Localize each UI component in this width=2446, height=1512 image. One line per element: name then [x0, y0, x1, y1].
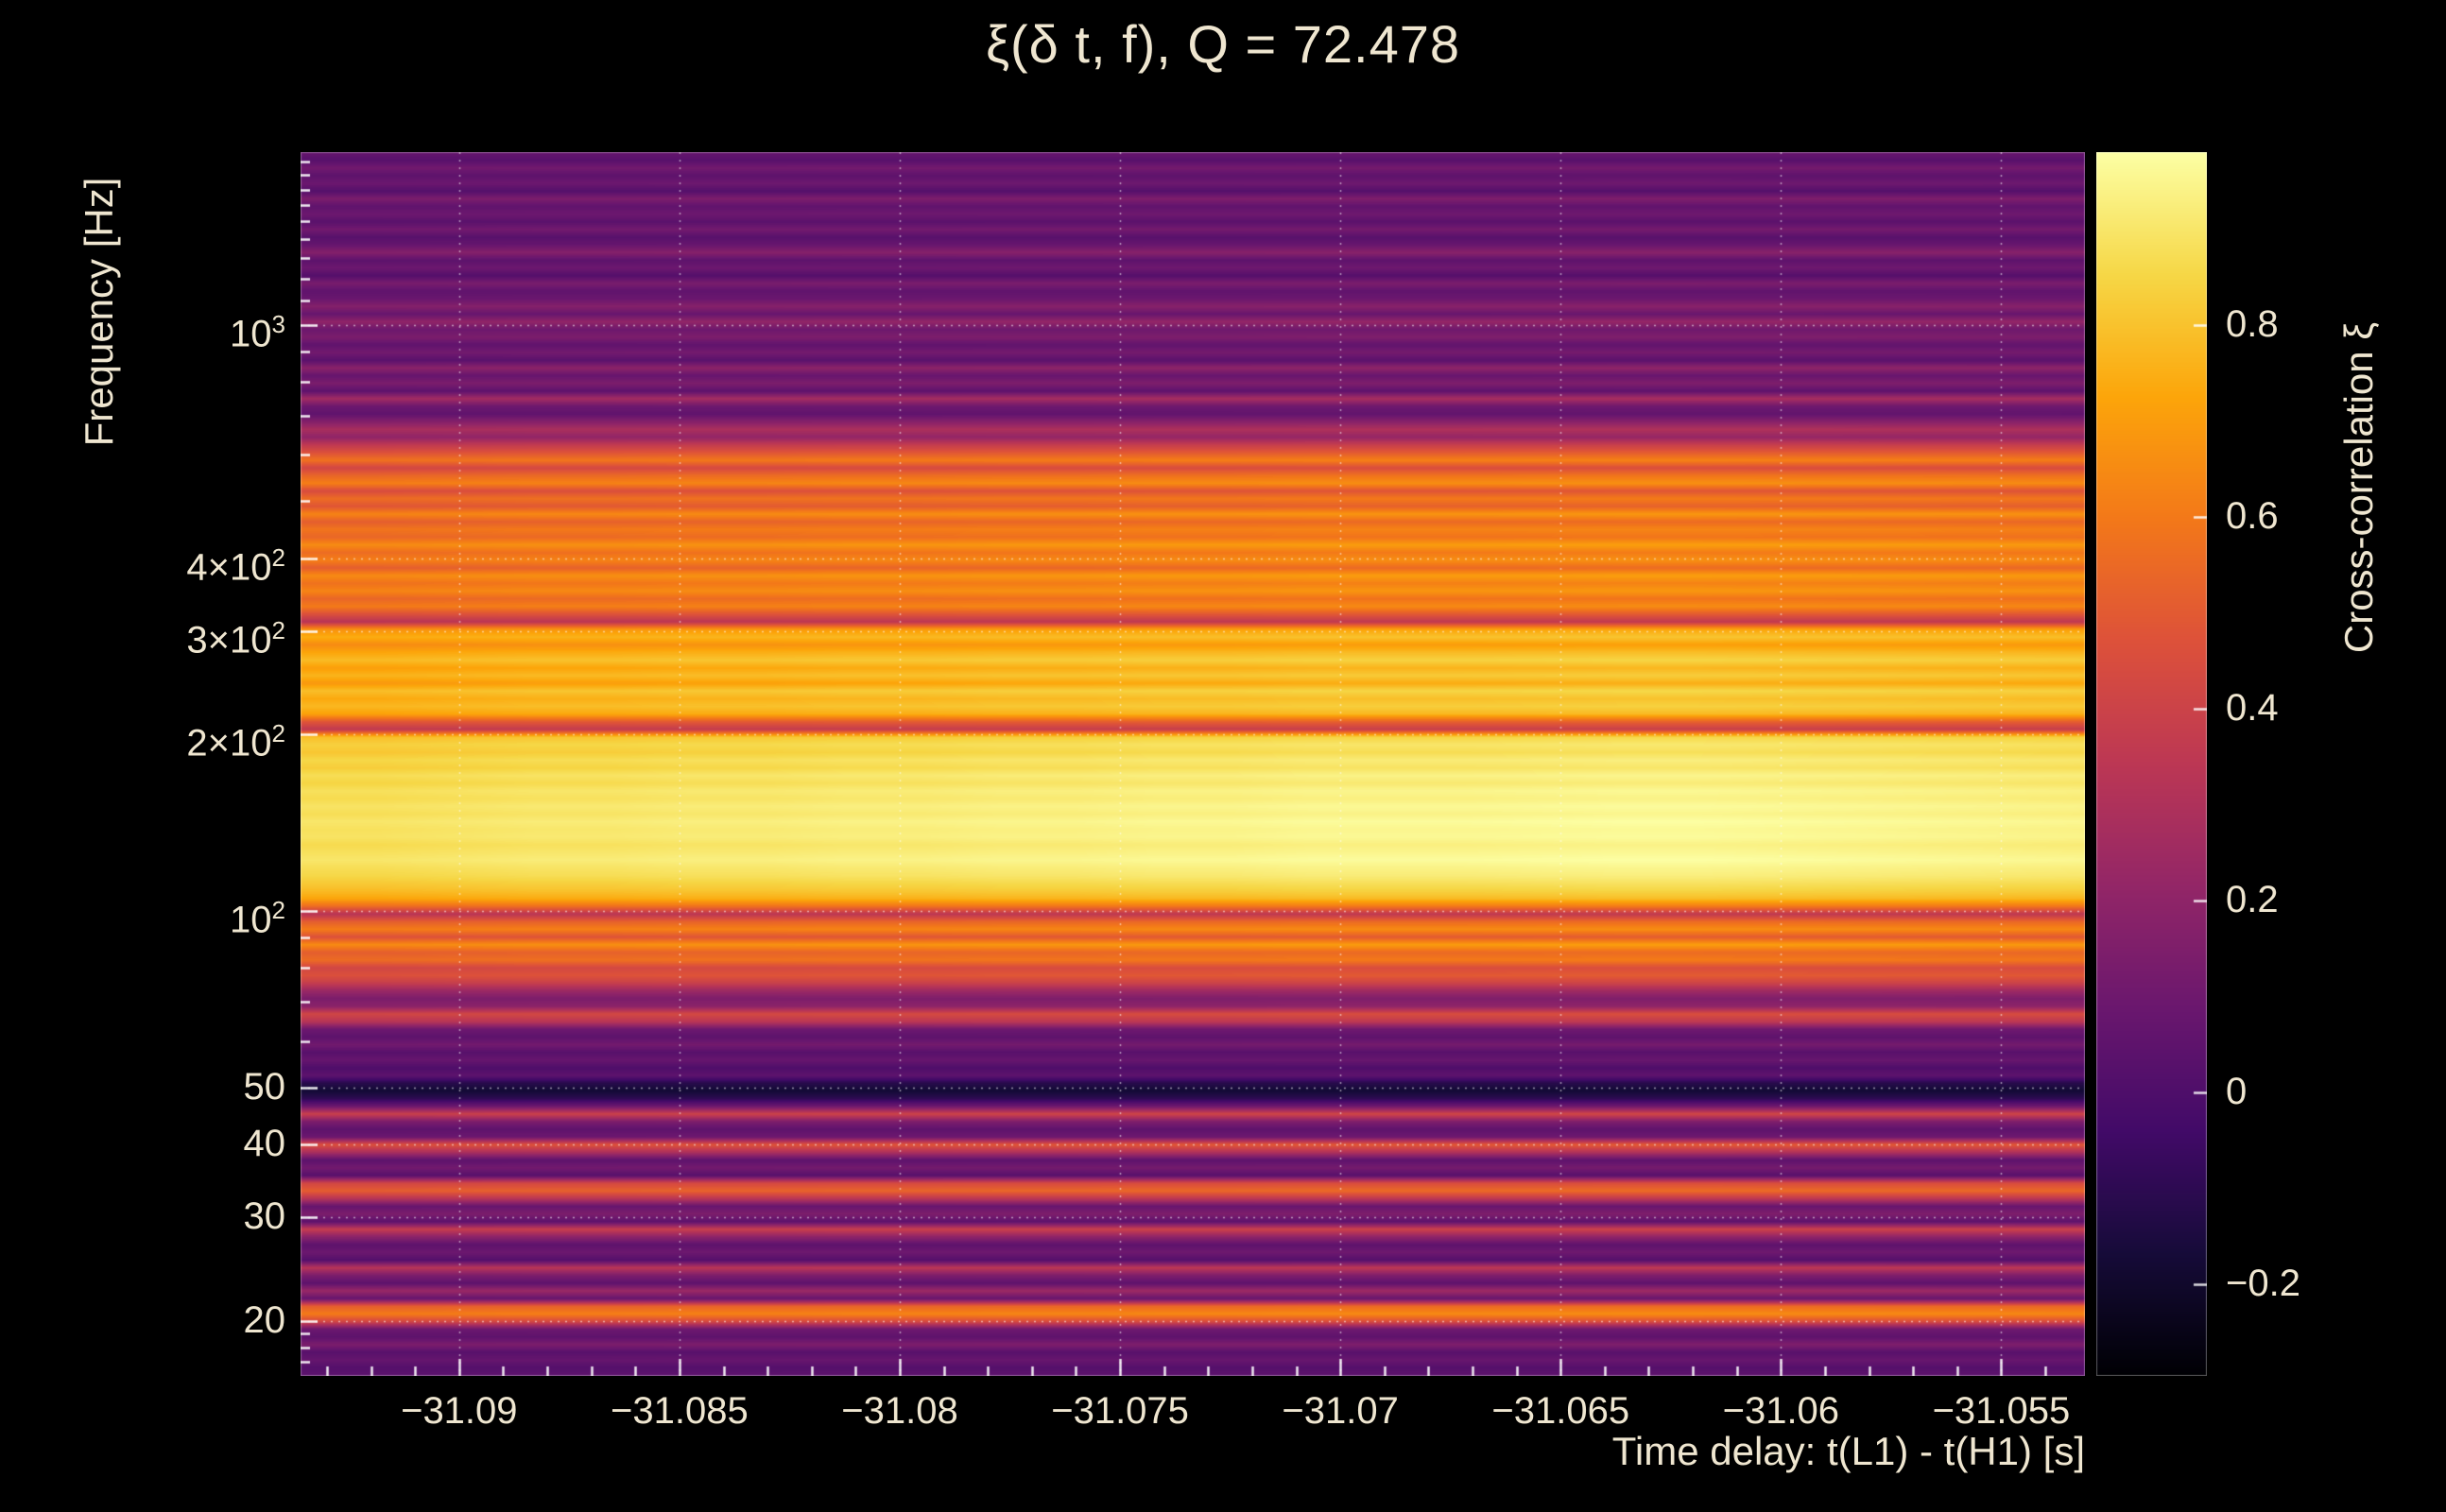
y-tick-label: 4×102	[186, 542, 285, 588]
y-tick-label: 2×102	[186, 719, 285, 765]
heatmap-canvas	[301, 152, 2085, 1376]
y-tick-label: 102	[230, 895, 285, 941]
y-tick-label: 50	[243, 1065, 286, 1108]
chart-title: ξ(δ t, f), Q = 72.478	[985, 14, 1461, 74]
x-tick-label: −31.07	[1282, 1390, 1399, 1432]
colorbar-tick-label: 0.6	[2226, 494, 2279, 537]
colorbar-tick-label: 0.4	[2226, 686, 2279, 729]
x-tick-label: −31.075	[1051, 1390, 1189, 1432]
y-tick-label: 103	[230, 309, 285, 354]
y-tick-label: 20	[243, 1298, 286, 1341]
y-tick-label: 30	[243, 1195, 286, 1238]
x-tick-label: −31.085	[611, 1390, 749, 1432]
x-tick-label: −31.065	[1491, 1390, 1630, 1432]
y-tick-label: 3×102	[186, 616, 285, 662]
y-tick-label: 40	[243, 1122, 286, 1164]
x-tick-label: −31.06	[1722, 1390, 1840, 1432]
colorbar-tick-label: 0.2	[2226, 878, 2279, 920]
colorbar-tick-label: 0	[2226, 1070, 2248, 1112]
x-tick-label: −31.08	[841, 1390, 958, 1432]
colorbar-tick-label: −0.2	[2226, 1262, 2300, 1304]
colorbar	[2096, 152, 2207, 1376]
x-tick-label: −31.055	[1932, 1390, 2071, 1432]
x-axis-label: Time delay: t(L1) - t(H1) [s]	[1611, 1429, 2085, 1473]
x-tick-label: −31.09	[401, 1390, 518, 1432]
colorbar-tick-label: 0.8	[2226, 302, 2279, 345]
